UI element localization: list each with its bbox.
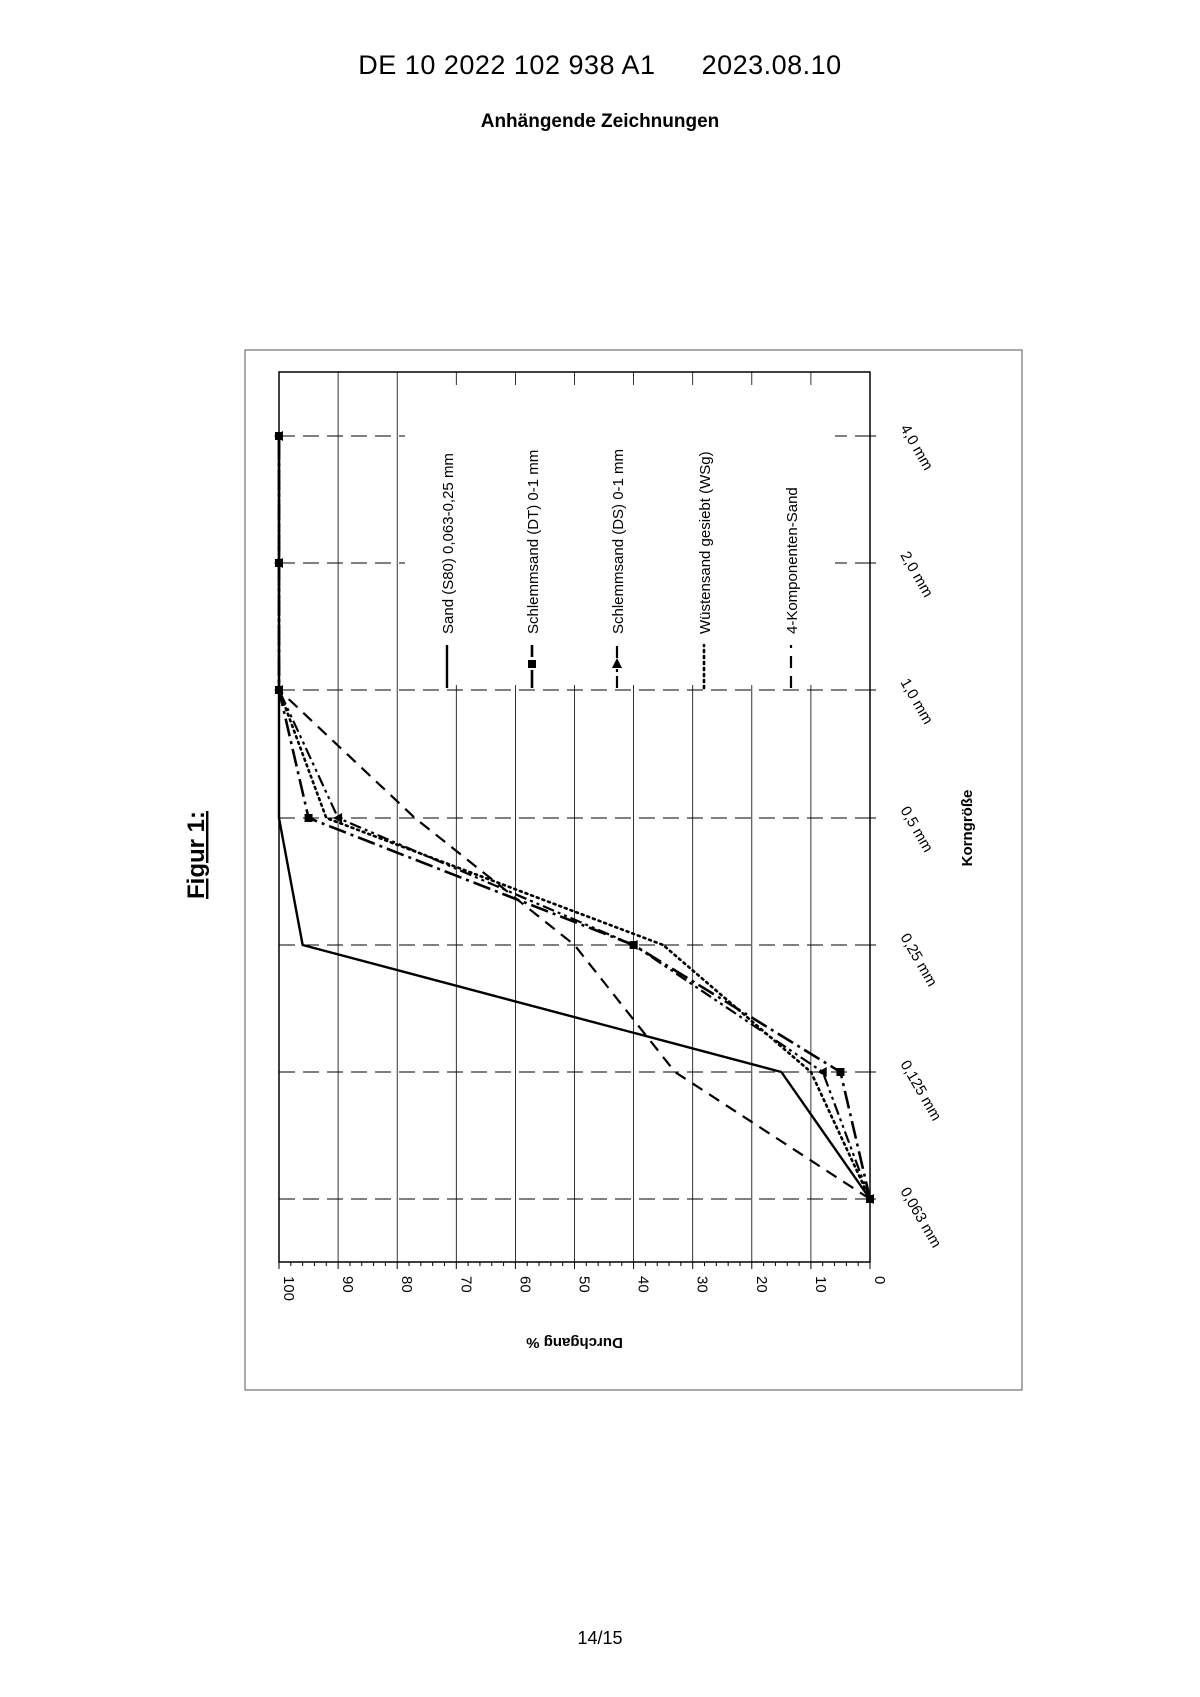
data-point-square — [836, 1068, 845, 1076]
legend-label-3: Schlemmsand (DS) 0-1 mm — [610, 449, 627, 634]
data-point-triangle — [274, 431, 283, 441]
legend-marker-square — [528, 660, 536, 668]
chart-frame — [244, 349, 1023, 1391]
legend-background — [405, 385, 835, 685]
document-header: DE 10 2022 102 938 A1 2023.08.10 — [0, 50, 1200, 81]
y-tick-label: 60 — [516, 1276, 533, 1293]
data-point-triangle — [628, 940, 638, 950]
y-tick-label: 0 — [871, 1276, 888, 1284]
x-tick-label: 0,063 mm — [897, 1185, 945, 1251]
figure-label: Figur 1: — [183, 811, 210, 899]
y-axis-title: Durchgang % — [526, 1334, 623, 1351]
x-tick-label: 0,25 mm — [897, 931, 941, 990]
y-tick-label: 70 — [457, 1276, 474, 1293]
data-point-square — [304, 814, 313, 822]
y-tick-label: 50 — [576, 1276, 593, 1293]
x-tick-label: 1,0 mm — [897, 676, 937, 728]
x-tick-label: 0,5 mm — [897, 804, 937, 856]
x-tick-label: 2,0 mm — [897, 549, 937, 601]
legend-label-4: Wüstensand gesiebt (WSg) — [697, 451, 714, 634]
y-tick-label: 80 — [398, 1276, 415, 1293]
y-tick-label: 10 — [812, 1276, 829, 1293]
y-tick-label: 90 — [339, 1276, 356, 1293]
data-point-triangle — [274, 558, 283, 568]
x-axis-title: Korngröße — [959, 790, 976, 867]
section-title: Anhängende Zeichnungen — [480, 111, 720, 132]
legend-marker-triangle — [612, 658, 622, 668]
x-tick-label: 0,125 mm — [897, 1058, 945, 1124]
y-tick-label: 30 — [694, 1276, 711, 1293]
data-point-triangle — [333, 813, 343, 823]
publication-date: 2023.08.10 — [701, 50, 842, 80]
page-number: 14/15 — [577, 1628, 623, 1648]
series-line-4 — [277, 434, 872, 1201]
publication-number: DE 10 2022 102 938 A1 — [358, 50, 656, 80]
legend-label-5: 4-Komponenten-Sand — [784, 487, 801, 634]
y-tick-label: 40 — [635, 1276, 652, 1293]
data-point-triangle — [817, 1067, 827, 1077]
legend-label-2: Schlemmsand (DT) 0-1 mm — [525, 450, 542, 634]
y-tick-label: 20 — [753, 1276, 770, 1293]
x-tick-label: 4,0 mm — [897, 422, 937, 474]
legend-label-1: Sand (S80) 0,063-0,25 mm — [440, 453, 457, 634]
y-tick-label: 100 — [280, 1276, 297, 1301]
